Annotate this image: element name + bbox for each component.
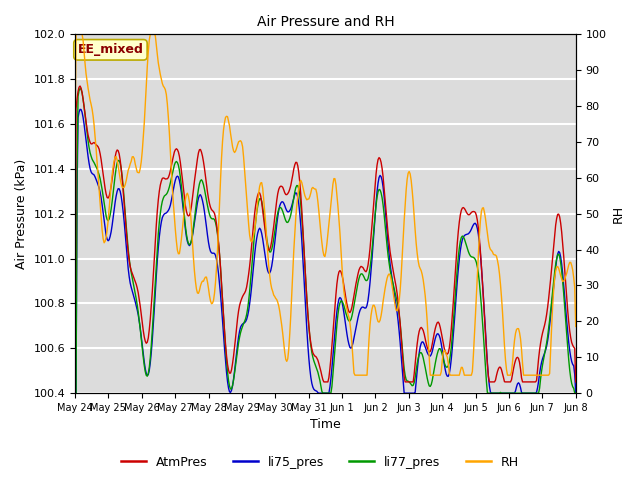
Y-axis label: RH: RH <box>612 204 625 223</box>
Title: Air Pressure and RH: Air Pressure and RH <box>257 15 394 29</box>
Legend: AtmPres, li75_pres, li77_pres, RH: AtmPres, li75_pres, li77_pres, RH <box>116 451 524 474</box>
Y-axis label: Air Pressure (kPa): Air Pressure (kPa) <box>15 158 28 269</box>
X-axis label: Time: Time <box>310 419 340 432</box>
Text: EE_mixed: EE_mixed <box>77 43 143 56</box>
